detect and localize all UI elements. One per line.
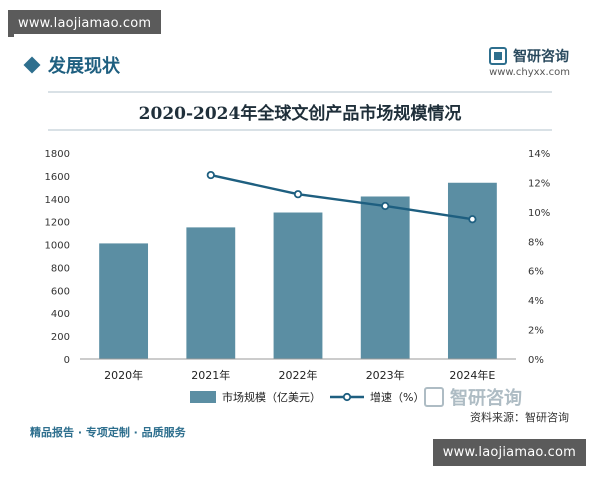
left-tick-label: 1000 (45, 241, 70, 252)
brand-logo-icon (489, 47, 508, 65)
legend-bar-swatch (190, 391, 216, 403)
watermark-url-bottom: www.laojiamao.com (432, 439, 586, 466)
legend-line-label: 增速（%） (370, 390, 424, 404)
left-tick-label: 0 (64, 355, 70, 366)
growth-line (210, 173, 473, 221)
legend-bar-label: 市场规模（亿美元） (222, 390, 321, 404)
bar (447, 182, 497, 359)
right-tick-label: 8% (528, 237, 544, 248)
watermark-brand: 智研咨询 (424, 384, 522, 410)
left-tick-label: 1800 (45, 149, 70, 160)
line-point (381, 201, 390, 211)
watermark-brand-name: 智研咨询 (450, 388, 522, 409)
chart-title: 2020-2024年全球文创产品市场规模情况 (138, 103, 462, 124)
left-axis: 0 200 400 600 800 1000 1200 1400 1600 1800 (45, 149, 70, 366)
x-tick-label: 2020年 (104, 368, 143, 382)
line-series (206, 170, 477, 224)
right-tick-label: 10% (528, 208, 550, 219)
right-tick-label: 6% (528, 267, 544, 278)
x-tick-label: 2024年E (449, 368, 495, 382)
brand-block: 智研咨询 www.chyxx.com (489, 46, 570, 78)
line-point (206, 170, 215, 180)
left-tick-label: 1200 (45, 218, 70, 229)
x-tick-label: 2022年 (279, 368, 318, 382)
section-header: 发展现状 (23, 52, 120, 78)
legend-line-marker (342, 392, 352, 402)
right-tick-label: 12% (528, 178, 550, 189)
line-point (468, 215, 477, 224)
left-tick-label: 400 (51, 309, 70, 320)
x-tick-label: 2021年 (191, 368, 230, 382)
right-tick-label: 14% (528, 149, 550, 160)
brand-url: www.chyxx.com (489, 67, 570, 78)
left-tick-label: 1600 (45, 172, 70, 183)
footer-tagline: 精品报告 · 专项定制 · 品质服务 (30, 426, 186, 439)
right-tick-label: 4% (528, 296, 544, 307)
watermark-url-top: www.laojiamao.com (8, 10, 162, 37)
section-title: 发展现状 (48, 56, 120, 77)
watermark-logo-icon (424, 387, 444, 407)
x-tick-label: 2023年 (366, 368, 405, 382)
right-tick-label: 2% (528, 326, 544, 337)
brand-name: 智研咨询 (513, 49, 570, 65)
bar (186, 227, 236, 359)
bar-series (99, 182, 497, 359)
x-axis: 2020年 2021年 2022年 2023年 2024年E (80, 358, 516, 382)
chart-title-bar: 2020-2024年全球文创产品市场规模情况 (48, 91, 552, 131)
right-tick-label: 0% (528, 355, 544, 366)
left-tick-label: 600 (51, 286, 70, 297)
right-axis: 0% 2% 4% 6% 8% 10% 12% 14% (528, 149, 550, 366)
legend: 市场规模（亿美元） 增速（%） (190, 390, 424, 404)
left-tick-label: 200 (51, 332, 70, 343)
bar (360, 196, 410, 359)
bar (99, 243, 149, 359)
left-tick-label: 1400 (45, 195, 70, 206)
source-note: 资料来源：智研咨询 (470, 411, 569, 424)
bar (273, 212, 323, 359)
line-point (293, 190, 303, 199)
left-tick-label: 800 (51, 263, 70, 274)
